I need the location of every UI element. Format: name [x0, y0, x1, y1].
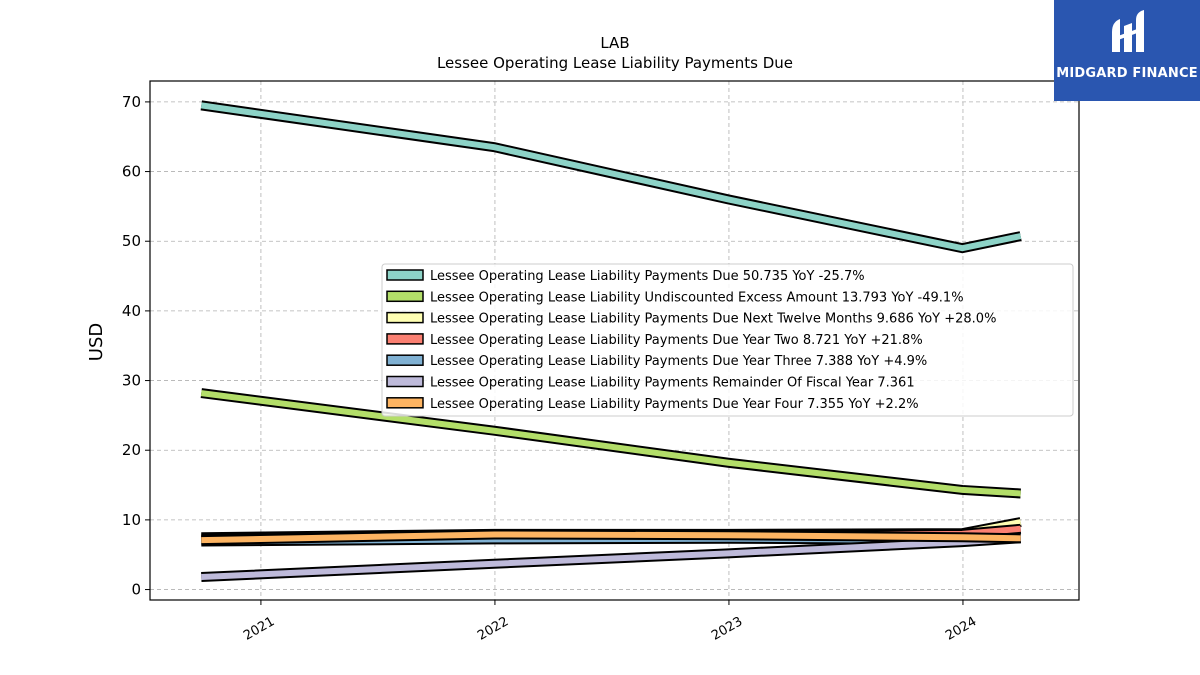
y-tick-label: 20 — [122, 441, 141, 459]
logo-mark-icon — [1112, 10, 1144, 52]
y-axis: 0 10 20 30 40 50 60 70 — [122, 93, 150, 599]
x-axis: 2021 2022 2023 2024 — [241, 600, 979, 644]
y-tick-label: 60 — [122, 163, 141, 181]
legend-entry: Lessee Operating Lease Liability Payment… — [430, 312, 996, 327]
y-tick-label: 10 — [122, 511, 141, 529]
y-tick-label: 30 — [122, 372, 141, 390]
legend-swatch — [386, 311, 424, 324]
chart-title: LAB — [600, 34, 629, 52]
y-tick-label: 70 — [122, 93, 141, 111]
legend-swatch — [386, 269, 424, 281]
legend-swatch — [386, 397, 424, 409]
series-line-6 — [201, 529, 1021, 546]
x-tick-label: 2021 — [241, 614, 277, 644]
y-axis-label: USD — [86, 323, 107, 361]
brand-logo: MIDGARD FINANCE — [1054, 0, 1200, 101]
legend-entry: Lessee Operating Lease Liability Payment… — [430, 269, 865, 284]
y-tick-label: 40 — [122, 302, 141, 320]
series-line-fill — [201, 531, 1021, 544]
series-line-fill — [200, 102, 1022, 252]
legend-swatch — [386, 354, 424, 366]
chart-subtitle: Lessee Operating Lease Liability Payment… — [437, 54, 793, 72]
legend-swatch — [386, 290, 424, 303]
legend-box — [381, 263, 1074, 417]
x-tick-label: 2022 — [475, 614, 511, 644]
x-tick-label: 2023 — [709, 614, 745, 644]
logo-text: MIDGARD FINANCE — [1056, 66, 1198, 81]
series-line-outline — [200, 100, 1022, 254]
legend-entry: Lessee Operating Lease Liability Payment… — [430, 376, 915, 391]
plot-frame — [149, 80, 1080, 601]
legend: Lessee Operating Lease Liability Payment… — [381, 263, 1074, 417]
series-lines — [200, 100, 1022, 583]
y-tick-label: 50 — [122, 232, 141, 250]
legend-swatch — [386, 333, 424, 345]
series-line-1 — [200, 388, 1021, 499]
x-tick-label: 2024 — [943, 614, 979, 644]
y-tick-label: 0 — [131, 581, 141, 599]
legend-entry: Lessee Operating Lease Liability Payment… — [430, 354, 927, 369]
legend-swatch — [386, 375, 424, 388]
legend-entry: Lessee Operating Lease Liability Undisco… — [430, 290, 964, 305]
series-line-fill — [200, 390, 1021, 497]
legend-entry: Lessee Operating Lease Liability Payment… — [430, 397, 919, 412]
legend-entry: Lessee Operating Lease Liability Payment… — [430, 333, 923, 348]
series-line-0 — [200, 100, 1022, 254]
